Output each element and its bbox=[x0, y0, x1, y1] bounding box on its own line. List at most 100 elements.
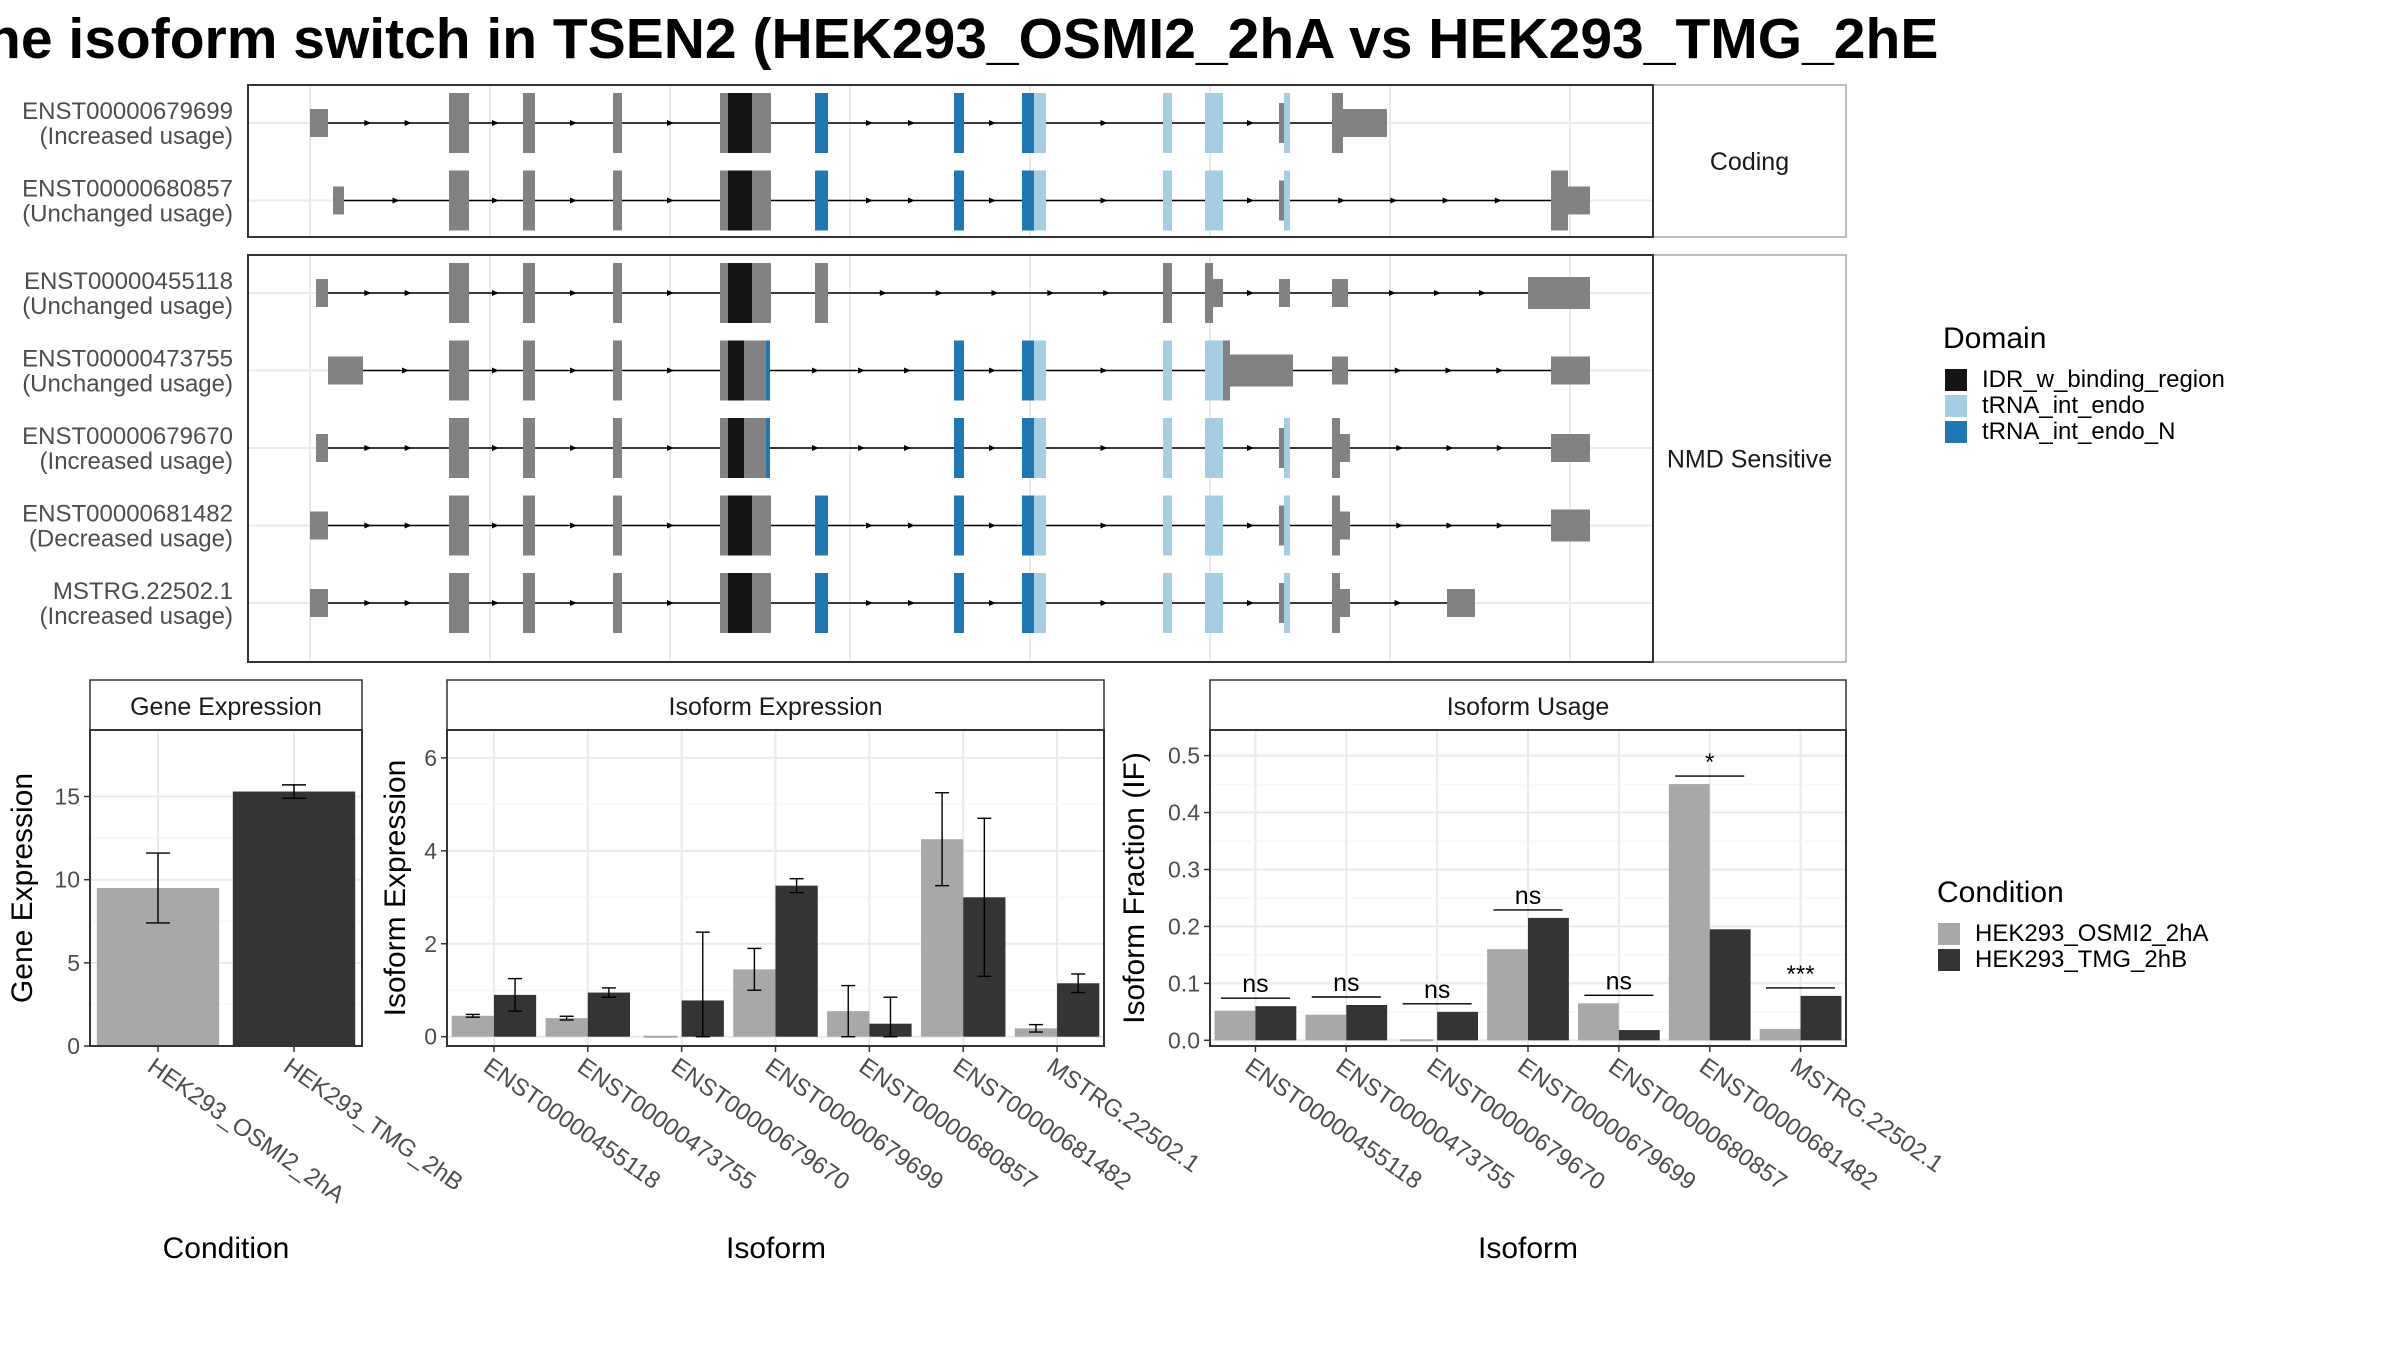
x-tick-label: MSTRG.22502.1 bbox=[1042, 1053, 1205, 1178]
exon-block bbox=[1205, 93, 1223, 153]
exon-block bbox=[1034, 495, 1046, 556]
panel-border bbox=[247, 84, 1654, 238]
transcript-id-label: MSTRG.22502.1 bbox=[53, 578, 233, 605]
exon-block bbox=[1034, 573, 1046, 633]
exon-block bbox=[1332, 279, 1348, 307]
exon-block bbox=[728, 263, 752, 323]
exon-block bbox=[1034, 93, 1046, 153]
intron-direction-arrow bbox=[570, 522, 577, 529]
intron-direction-arrow bbox=[1247, 197, 1254, 204]
bar bbox=[1618, 1030, 1660, 1041]
bar bbox=[1487, 949, 1528, 1041]
y-tick-label: 0.1 bbox=[1168, 970, 1200, 996]
exon-block bbox=[1551, 509, 1590, 542]
exon-block bbox=[766, 418, 770, 478]
exon-block bbox=[1551, 434, 1590, 462]
exon-block bbox=[523, 170, 535, 231]
intron-direction-arrow bbox=[1496, 445, 1504, 451]
chart-strip bbox=[446, 679, 1105, 731]
intron-direction-arrow bbox=[667, 600, 674, 606]
panel-background bbox=[248, 85, 1653, 237]
intron-direction-arrow bbox=[667, 290, 674, 296]
intron-direction-arrow bbox=[908, 197, 915, 204]
significance-label: ns bbox=[1333, 969, 1359, 997]
y-tick-label: 4 bbox=[424, 838, 437, 864]
intron-direction-arrow bbox=[908, 600, 915, 606]
exon-block bbox=[449, 170, 469, 231]
intron-direction-arrow bbox=[404, 120, 412, 126]
transcript-usage-label: (Unchanged usage) bbox=[22, 293, 233, 320]
exon-block bbox=[1284, 418, 1290, 478]
exon-block bbox=[1332, 418, 1340, 478]
exon-block bbox=[1034, 340, 1046, 401]
domain-legend: Domain IDR_w_binding_regiontRNA_int_endot… bbox=[1943, 322, 2225, 445]
exon-block bbox=[523, 573, 535, 633]
chart-title: Isoform Usage bbox=[1447, 693, 1610, 721]
intron-direction-arrow bbox=[1445, 367, 1453, 374]
intron-direction-arrow bbox=[364, 600, 372, 606]
exon-block bbox=[1022, 418, 1034, 478]
y-tick-label: 5 bbox=[67, 950, 80, 976]
y-tick-label: 10 bbox=[54, 867, 80, 893]
exon-block bbox=[1230, 354, 1293, 387]
intron-direction-arrow bbox=[1047, 290, 1055, 296]
exon-block bbox=[1022, 495, 1034, 556]
panel-border bbox=[247, 254, 1654, 663]
bar bbox=[1528, 917, 1569, 1041]
exon-block bbox=[449, 418, 469, 478]
intron-direction-arrow bbox=[1396, 445, 1404, 451]
exon-block bbox=[954, 340, 964, 401]
exon-block bbox=[1223, 340, 1230, 401]
exon-block bbox=[613, 263, 622, 323]
intron-direction-arrow bbox=[570, 120, 577, 126]
intron-direction-arrow bbox=[1100, 600, 1108, 606]
intron-direction-arrow bbox=[1100, 367, 1108, 374]
y-tick-label: 2 bbox=[424, 931, 437, 957]
exon-block bbox=[720, 340, 728, 401]
expression-bar-charts: Gene Expression051015HEK293_OSMI2_2hAHEK… bbox=[6, 679, 1948, 1265]
transcript-row: ENST00000455118(Unchanged usage) bbox=[22, 263, 1653, 323]
transcript-row: ENST00000680857(Unchanged usage) bbox=[22, 170, 1653, 231]
legend-label: HEK293_OSMI2_2hA bbox=[1975, 920, 2208, 947]
exon-block bbox=[1340, 589, 1350, 617]
exon-block bbox=[815, 495, 828, 556]
intron-direction-arrow bbox=[392, 197, 400, 204]
exon-block bbox=[449, 573, 469, 633]
intron-direction-arrow bbox=[908, 120, 915, 126]
exon-block bbox=[954, 495, 964, 556]
intron-direction-arrow bbox=[570, 197, 577, 204]
x-axis-title: Isoform bbox=[726, 1232, 826, 1265]
exon-block bbox=[1551, 170, 1568, 231]
exon-block bbox=[720, 573, 728, 633]
plot-border bbox=[446, 729, 1105, 1047]
intron-direction-arrow bbox=[989, 522, 996, 529]
exon-block bbox=[720, 418, 728, 478]
bar bbox=[232, 791, 356, 1046]
y-axis-title: Isoform Fraction (IF) bbox=[1118, 752, 1151, 1024]
exon-block bbox=[310, 511, 328, 540]
intron-direction-arrow bbox=[667, 367, 674, 374]
intron-direction-arrow bbox=[904, 367, 911, 374]
exon-block bbox=[1205, 263, 1213, 323]
intron-direction-arrow bbox=[1434, 290, 1441, 296]
legend-label: tRNA_int_endo_N bbox=[1982, 418, 2175, 445]
exon-block bbox=[1551, 356, 1590, 385]
intron-direction-arrow bbox=[904, 445, 911, 451]
y-tick-label: 6 bbox=[424, 745, 437, 771]
intron-direction-arrow bbox=[402, 367, 409, 374]
y-axis-title: Gene Expression bbox=[6, 773, 39, 1003]
transcript-usage-label: (Decreased usage) bbox=[29, 526, 233, 553]
exon-block bbox=[449, 340, 469, 401]
bar bbox=[1577, 1003, 1619, 1041]
exon-block bbox=[954, 418, 964, 478]
exon-block bbox=[1279, 428, 1284, 468]
exon-block bbox=[613, 340, 622, 401]
bar bbox=[1305, 1014, 1347, 1041]
facet-strip-label: Coding bbox=[1710, 148, 1789, 176]
transcript-usage-label: (Increased usage) bbox=[40, 448, 233, 475]
exon-block bbox=[1340, 511, 1350, 540]
exon-block bbox=[449, 93, 469, 153]
intron-direction-arrow bbox=[1394, 600, 1402, 606]
exon-block bbox=[744, 418, 766, 478]
exon-block bbox=[1205, 573, 1223, 633]
